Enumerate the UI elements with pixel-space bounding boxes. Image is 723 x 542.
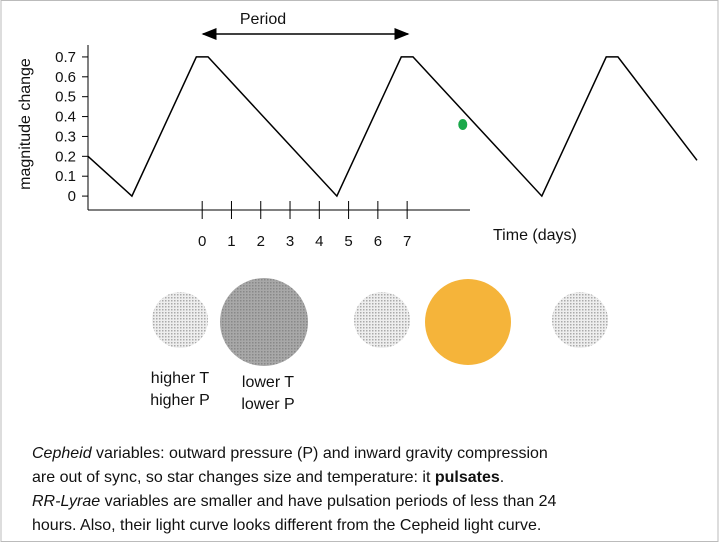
star-label: higher T [151, 370, 210, 387]
star-label: lower T [242, 374, 294, 391]
y-tick-label: 0 [68, 188, 76, 205]
star-large [220, 278, 308, 366]
y-axis-label: magnitude change [17, 58, 34, 190]
caption-segment: variables are smaller and have pulsation… [100, 493, 556, 510]
caption-segment: are out of sync, so star changes size an… [32, 469, 435, 486]
x-tick-label: 3 [286, 233, 294, 250]
star-label: higher P [150, 392, 210, 409]
y-tick-label: 0.4 [55, 109, 76, 126]
y-tick-label: 0.6 [55, 69, 76, 86]
caption-segment: RR-Lyrae [32, 493, 100, 510]
period-label: Period [240, 11, 286, 28]
star-label: lower P [241, 396, 294, 413]
x-tick-label: 6 [374, 233, 382, 250]
star-small [552, 292, 608, 348]
stars [152, 278, 608, 366]
light-curve [87, 56, 698, 198]
caption-line: Cepheid variables: outward pressure (P) … [32, 445, 548, 462]
x-tick-label: 5 [344, 233, 352, 250]
y-tick-label: 0.3 [55, 128, 76, 145]
x-axis-label: Time (days) [493, 227, 577, 244]
caption-segment: . [500, 469, 504, 486]
caption-segment: hours. Also, their light curve looks dif… [32, 517, 541, 534]
x-tick-label: 4 [315, 233, 323, 250]
caption-line: hours. Also, their light curve looks dif… [32, 517, 541, 534]
x-tick-label: 7 [403, 233, 411, 250]
y-tick-label: 0.5 [55, 89, 76, 106]
star-orange [425, 279, 511, 365]
x-tick-label: 0 [198, 233, 206, 250]
caption-segment: pulsates [435, 469, 500, 486]
star-small [152, 292, 208, 348]
caption-line: RR-Lyrae variables are smaller and have … [32, 493, 557, 510]
x-tick-label: 2 [257, 233, 265, 250]
caption-line: are out of sync, so star changes size an… [32, 469, 504, 486]
y-tick-label: 0.2 [55, 148, 76, 165]
x-tick-label: 1 [227, 233, 235, 250]
caption-segment: variables: outward pressure (P) and inwa… [92, 445, 548, 462]
y-tick-label: 0.7 [55, 49, 76, 66]
y-tick-label: 0.1 [55, 168, 76, 185]
current-point [458, 119, 468, 131]
caption-segment: Cepheid [32, 445, 93, 462]
star-small [354, 292, 410, 348]
